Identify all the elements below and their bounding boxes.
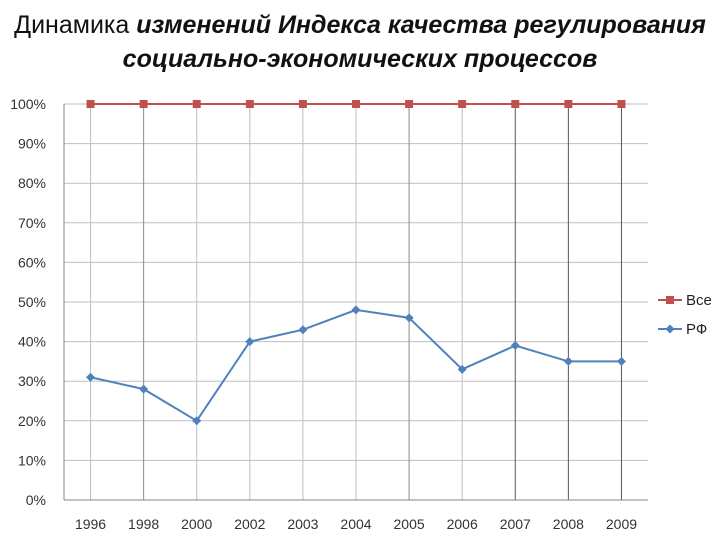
data-point (564, 100, 573, 108)
legend-marker (666, 296, 674, 304)
data-point (510, 341, 520, 351)
data-point (617, 100, 626, 108)
title-plain-part: Динамика (14, 11, 137, 39)
y-tick-label: 90% (18, 136, 46, 152)
legend-marker (665, 324, 675, 334)
x-tick-label: 2006 (447, 516, 478, 532)
x-tick-labels: 1996 1998 2000 2002 2003 2004 2005 2006 2007 2008… (75, 516, 637, 532)
title-italic-part: изменений Индекса качества регулирования (136, 11, 706, 39)
data-point (405, 100, 414, 108)
y-tick-label: 10% (18, 452, 46, 468)
legend-label: РФ (686, 321, 707, 338)
x-tick-label: 2003 (287, 516, 318, 532)
x-tick-label: 2005 (394, 516, 425, 532)
data-point (457, 364, 467, 374)
data-point (298, 325, 308, 335)
data-point (616, 356, 626, 366)
y-tick-label: 60% (18, 254, 46, 270)
x-tick-label: 2000 (181, 516, 212, 532)
y-tick-label: 80% (18, 175, 46, 191)
x-tick-label: 2007 (500, 516, 531, 532)
title-line-1: Динамика изменений Индекса качества регу… (0, 8, 720, 42)
y-tick-labels: 0% 10% 20% 30% 40% 50% 60% 70% 80% 90% 100% (10, 96, 46, 508)
x-tick-label: 2002 (234, 516, 265, 532)
vertical-lines (90, 104, 622, 500)
legend-label: Все (686, 292, 712, 309)
x-tick-label: 2008 (553, 516, 584, 532)
title-line-2: социально-экономических процессов (122, 45, 598, 73)
y-tick-label: 50% (18, 294, 46, 310)
legend: Все РФ (658, 292, 712, 338)
axes (63, 104, 648, 501)
data-point (139, 384, 149, 394)
data-point (192, 416, 202, 426)
chart-title: Динамика изменений Индекса качества регу… (0, 8, 720, 76)
data-point (245, 337, 255, 347)
x-tick-label: 1998 (128, 516, 159, 532)
data-point (86, 100, 95, 108)
data-point (139, 100, 148, 108)
x-tick-label: 2004 (340, 516, 371, 532)
data-point (86, 372, 96, 382)
y-tick-label: 40% (18, 334, 46, 350)
data-point (458, 100, 467, 108)
y-tick-label: 20% (18, 413, 46, 429)
data-point (192, 100, 201, 108)
y-tick-label: 30% (18, 373, 46, 389)
data-point (245, 100, 254, 108)
y-tick-label: 70% (18, 215, 46, 231)
y-tick-label: 0% (26, 492, 46, 508)
y-tick-label: 100% (10, 96, 46, 112)
data-point (511, 100, 520, 108)
data-point (351, 305, 361, 315)
series-group (86, 100, 626, 426)
data-point (298, 100, 307, 108)
data-point (404, 313, 414, 323)
data-point (352, 100, 360, 108)
x-tick-label: 2009 (606, 516, 637, 532)
data-point (563, 356, 573, 366)
x-tick-label: 1996 (75, 516, 106, 532)
